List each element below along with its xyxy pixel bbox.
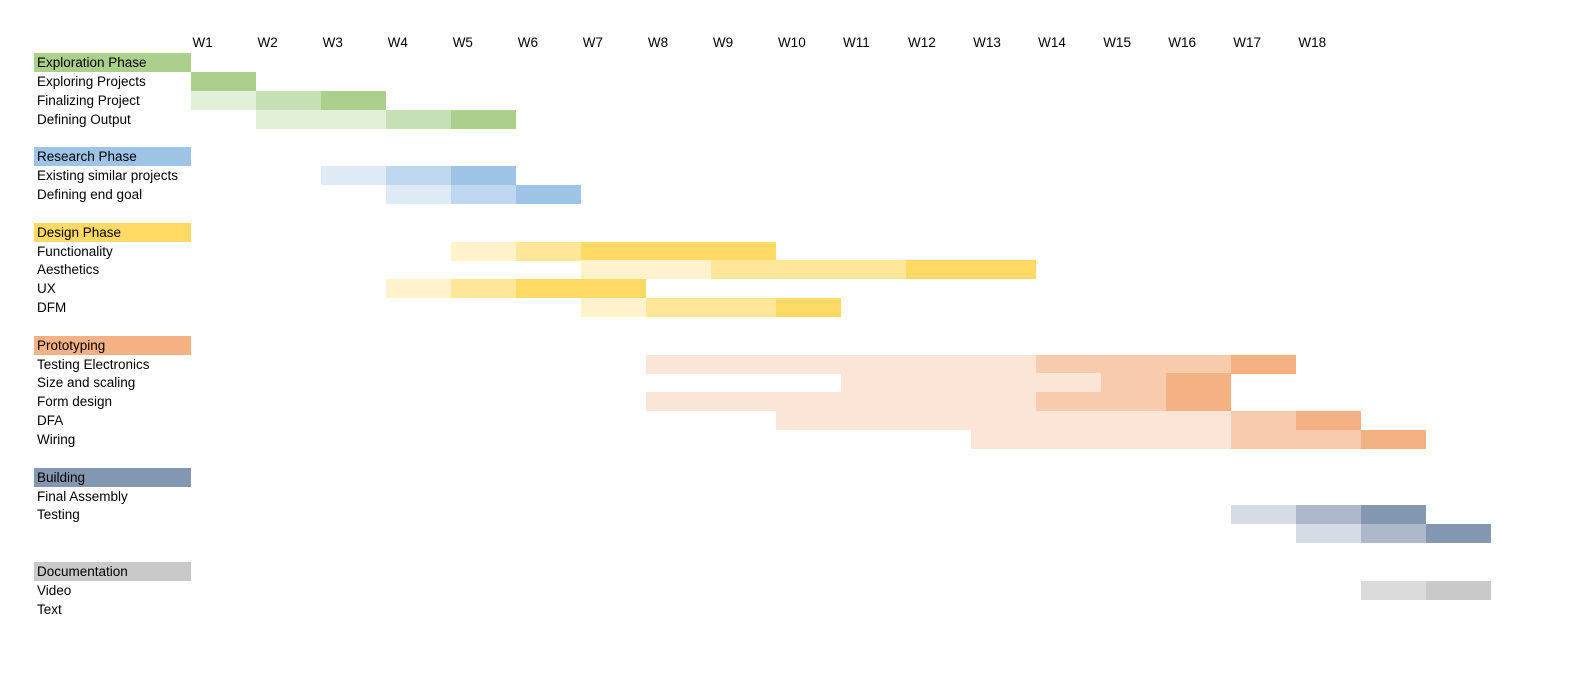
task-label: Defining Output <box>37 111 131 127</box>
week-header: W8 <box>647 35 669 50</box>
week-header: W3 <box>322 35 343 50</box>
phase-label: Prototyping <box>34 335 191 355</box>
task-label: DFA <box>37 413 64 429</box>
gantt-bar <box>1231 411 1297 431</box>
gantt-bar <box>1426 524 1492 544</box>
gantt-bar <box>255 90 321 110</box>
phase-label: Design Phase <box>34 222 191 242</box>
task-label: Finalizing Project <box>37 92 140 108</box>
gantt-bar <box>710 260 907 280</box>
phase-label: Research Phase <box>34 147 191 167</box>
week-header: W5 <box>452 35 473 50</box>
gantt-bar <box>1361 580 1427 600</box>
week-header: W18 <box>1298 35 1327 50</box>
week-header: W15 <box>1103 35 1131 50</box>
gantt-bar <box>190 90 256 110</box>
gantt-bar <box>1231 430 1362 449</box>
week-header: W7 <box>582 35 604 50</box>
week-header: W6 <box>517 35 538 50</box>
gantt-bar <box>1036 392 1167 412</box>
gantt-bar <box>775 411 1232 431</box>
task-label: Wiring <box>37 432 76 447</box>
phase-label: Exploration Phase <box>34 53 191 72</box>
task-label: Aesthetics <box>37 262 100 278</box>
gantt-bar <box>450 279 516 299</box>
week-header: W9 <box>712 35 734 50</box>
gantt-bar <box>1166 373 1232 393</box>
week-header: W2 <box>257 35 278 50</box>
gantt-bar <box>645 392 1037 412</box>
task-label: Size and scaling <box>37 375 136 391</box>
gantt-bar <box>1426 580 1492 600</box>
gantt-bar <box>1166 392 1232 412</box>
task-label: Text <box>37 601 62 617</box>
gantt-bar <box>1361 505 1427 525</box>
gantt-bar <box>190 71 256 91</box>
gantt-bar <box>1361 430 1427 449</box>
gantt-bar <box>515 241 581 261</box>
gantt-bar <box>1296 505 1362 525</box>
gantt-bar <box>775 298 841 318</box>
gantt-bar <box>385 109 451 129</box>
task-label: Exploring Projects <box>37 73 146 89</box>
gantt-bar <box>906 260 1037 280</box>
gantt-bar <box>580 260 711 280</box>
task-label: Functionality <box>37 243 113 259</box>
gantt-bar <box>1231 505 1297 525</box>
week-header: W11 <box>843 35 870 50</box>
gantt-bar <box>515 184 581 204</box>
week-header: W17 <box>1233 35 1262 50</box>
task-label: Testing <box>37 507 80 523</box>
gantt-bar <box>450 184 516 204</box>
week-header: W13 <box>973 35 1001 50</box>
gantt-bar <box>385 184 451 204</box>
task-label: Video <box>37 582 72 598</box>
gantt-bar <box>385 166 451 186</box>
task-label: Existing similar projects <box>37 168 179 184</box>
gantt-bar <box>515 279 646 299</box>
week-header: W12 <box>908 35 936 50</box>
gantt-bar <box>1296 411 1362 431</box>
phase-label: Building <box>34 467 191 487</box>
task-label: Final Assembly <box>37 488 128 504</box>
task-label: Defining end goal <box>37 186 143 202</box>
gantt-bar <box>580 241 776 261</box>
gantt-bar <box>645 298 776 318</box>
gantt-bar <box>1231 354 1297 374</box>
gantt-bar <box>1296 524 1362 544</box>
gantt-bar <box>255 109 386 129</box>
task-label: Form design <box>37 394 113 410</box>
task-label: UX <box>37 281 56 297</box>
phase-label: Documentation <box>34 561 191 581</box>
gantt-bar <box>1361 524 1427 544</box>
week-header: W4 <box>387 35 408 50</box>
week-header: W10 <box>777 35 806 50</box>
gantt-bar <box>450 109 516 129</box>
week-header: W16 <box>1168 35 1197 50</box>
gantt-bar <box>320 90 386 110</box>
gantt-bar <box>385 279 451 299</box>
gantt-bar <box>841 373 1102 393</box>
gantt-bar <box>580 298 646 318</box>
task-label: Testing Electronics <box>37 356 150 372</box>
gantt-bar <box>1101 373 1167 393</box>
task-label: DFM <box>37 300 67 316</box>
week-header: W14 <box>1038 35 1066 50</box>
week-header: W1 <box>192 35 213 50</box>
gantt-bar <box>450 241 516 261</box>
gantt-bar <box>450 166 516 186</box>
gantt-bar <box>1036 354 1232 374</box>
gantt-bar <box>320 166 386 186</box>
gantt-bar <box>971 430 1232 449</box>
gantt-bar <box>645 354 1037 374</box>
